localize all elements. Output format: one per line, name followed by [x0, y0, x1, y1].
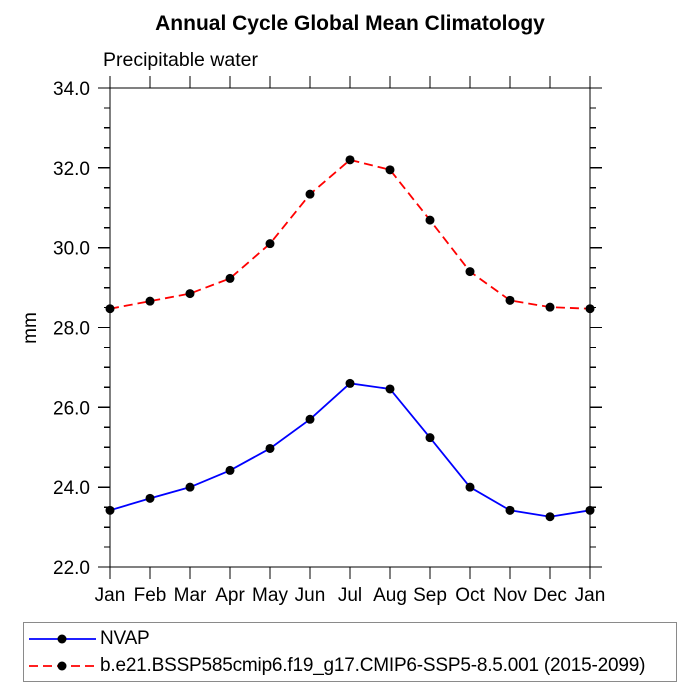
x-tick-label: Dec [533, 585, 567, 606]
series-line-1 [109, 158, 591, 310]
x-tick-label: Mar [174, 585, 207, 606]
data-point-marker [265, 443, 275, 453]
x-tick-label: Jun [295, 585, 326, 606]
data-point-marker [385, 384, 395, 394]
data-point-marker [545, 302, 555, 312]
x-tick-label: May [252, 585, 288, 606]
chart-title: Annual Cycle Global Mean Climatology [155, 12, 545, 35]
legend-label: NVAP [100, 627, 150, 649]
data-point-marker [505, 295, 515, 305]
y-tick-label: 30.0 [53, 239, 90, 260]
x-tick-label: Nov [493, 585, 527, 606]
data-point-marker [305, 414, 315, 424]
y-tick-label: 32.0 [53, 159, 90, 180]
y-tick-label: 26.0 [53, 398, 90, 419]
y-axis: 22.0 24.0 26.0 28.0 30.0 32.0 34.0 [53, 79, 602, 579]
data-point-marker [185, 289, 195, 299]
y-tick-label: 22.0 [53, 558, 90, 579]
y-tick-label: 24.0 [53, 478, 90, 499]
series-line-0 [109, 382, 591, 518]
data-point-marker [225, 465, 235, 475]
data-point-marker [225, 273, 235, 283]
data-point-marker [545, 512, 555, 522]
data-point-marker [385, 165, 395, 175]
data-point-marker [465, 267, 475, 277]
x-tick-label: Oct [455, 585, 485, 606]
y-tick-label: 34.0 [53, 79, 90, 100]
legend-label: b.e21.BSSP585cmip6.f19_g17.CMIP6-SSP5-8.… [100, 654, 646, 676]
data-point-marker [585, 304, 595, 314]
data-point-marker [425, 433, 435, 443]
x-tick-label: Sep [413, 585, 447, 606]
legend-marker-dot [57, 634, 67, 643]
data-point-marker [265, 239, 275, 249]
data-point-marker [105, 505, 115, 515]
x-tick-label: Feb [134, 585, 167, 606]
x-tick-label: Jan [95, 585, 126, 606]
legend-item: b.e21.BSSP585cmip6.f19_g17.CMIP6-SSP5-8.… [28, 652, 676, 679]
x-tick-label: Apr [215, 585, 245, 606]
x-tick-label: Aug [373, 585, 407, 606]
data-point-marker [425, 215, 435, 225]
data-point-marker [345, 155, 355, 165]
data-point-marker [505, 505, 515, 515]
chart-subtitle: Precipitable water [103, 49, 258, 71]
data-point-marker [585, 505, 595, 515]
data-point-marker [345, 378, 355, 388]
legend-marker-dot [57, 661, 67, 670]
data-point-marker [145, 296, 155, 306]
y-tick-label: 28.0 [53, 319, 90, 340]
x-axis: Jan Feb Mar Apr May Jun Jul Aug Sep Oct Nov Dec Jan [95, 76, 606, 606]
legend-item: NVAP [28, 625, 676, 652]
data-point-marker [185, 482, 195, 492]
data-point-marker [305, 189, 315, 199]
x-tick-label: Jan [575, 585, 606, 606]
legend: NVAP b.e21.BSSP585cmip6.f19_g17.CMIP6-SSP… [23, 622, 677, 682]
data-point-marker [145, 493, 155, 503]
data-point-marker [465, 482, 475, 492]
legend-line-sample [29, 661, 96, 670]
x-tick-label: Jul [338, 585, 362, 606]
data-point-marker [105, 304, 115, 314]
legend-line-sample [29, 634, 96, 643]
